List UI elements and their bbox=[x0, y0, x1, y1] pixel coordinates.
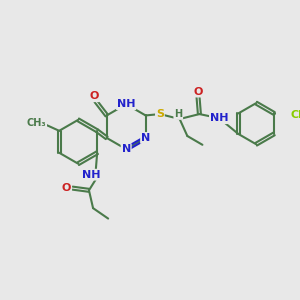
Text: Cl: Cl bbox=[291, 110, 300, 120]
Text: N: N bbox=[141, 133, 150, 143]
Text: O: O bbox=[193, 87, 203, 97]
Text: O: O bbox=[62, 183, 71, 193]
Text: NH: NH bbox=[210, 113, 228, 123]
Text: O: O bbox=[90, 91, 99, 101]
Text: N: N bbox=[122, 144, 131, 154]
Text: H: H bbox=[174, 109, 182, 119]
Text: NH: NH bbox=[117, 99, 135, 109]
Text: CH₃: CH₃ bbox=[27, 118, 46, 128]
Text: NH: NH bbox=[82, 170, 101, 180]
Text: S: S bbox=[156, 109, 164, 119]
